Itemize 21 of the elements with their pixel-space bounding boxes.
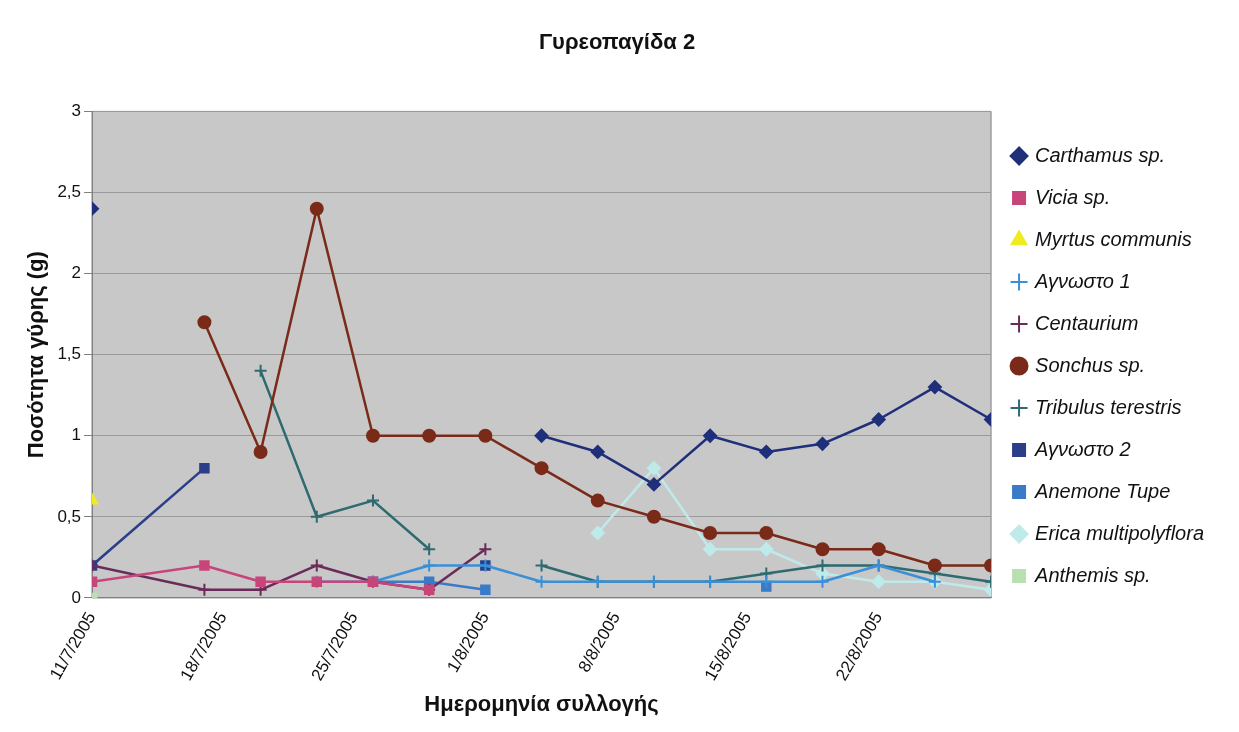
legend-label: Anthemis sp. [1034,563,1151,586]
y-tick-label: 0 [71,587,82,607]
legend-label: Vicia sp. [1035,185,1111,208]
y-tick-label: 1 [71,425,82,445]
x-axis-title: Ημερομηνία συλλογής [424,690,659,716]
y-tick-label: 2,5 [57,182,82,202]
chart-title: Γυρεοπαγίδα 2 [538,29,696,55]
y-tick-label: 1,5 [57,344,82,364]
legend-label: Anemone Tupe [1034,479,1171,502]
y-tick-label: 3 [71,101,82,121]
legend-label: Myrtus communis [1035,227,1192,250]
legend-label: Centaurium [1035,311,1139,334]
legend-label: Tribulus terestris [1035,395,1182,418]
y-tick-label: 0,5 [57,506,82,526]
legend-label: Carthamus sp. [1035,143,1166,166]
y-axis-title: Ποσότητα γύρης (g) [23,251,49,459]
legend-label: Αγνωστο 1 [1034,269,1131,292]
legend-label: Αγνωστο 2 [1034,437,1131,460]
legend-label: Erica multipolyflora [1035,521,1205,544]
y-tick-label: 2 [71,263,82,283]
legend-label: Sonchus sp. [1035,353,1146,376]
